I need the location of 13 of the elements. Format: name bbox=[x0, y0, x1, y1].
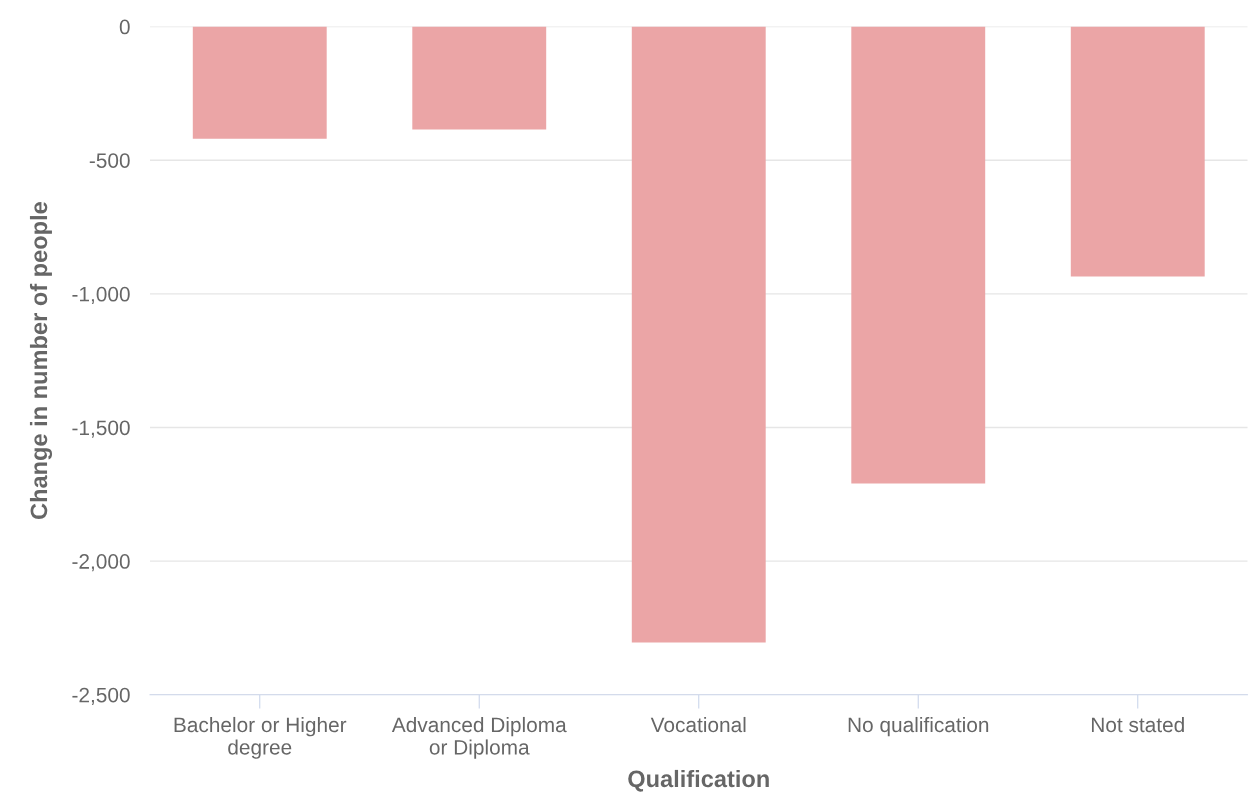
x-tick-label: Not stated bbox=[1091, 716, 1184, 733]
x-axis-title: Qualification bbox=[628, 769, 769, 792]
y-axis-title: Change in number of people bbox=[29, 202, 53, 520]
x-tick-label: Bachelor or Higher degree bbox=[174, 716, 347, 759]
y-tick-label: 0 bbox=[119, 19, 130, 35]
x-tick-label: Advanced Diploma or Diploma bbox=[391, 716, 567, 759]
y-tick-label: -1,500 bbox=[72, 420, 130, 438]
y-tick-label: -1,000 bbox=[72, 286, 130, 305]
y-tick-label: -500 bbox=[89, 153, 130, 168]
x-tick-label: No qualification bbox=[848, 716, 989, 737]
y-tick-label: -2,500 bbox=[72, 687, 130, 705]
x-tick-label: Vocational bbox=[650, 716, 746, 733]
y-tick-label: -2,000 bbox=[72, 554, 130, 572]
